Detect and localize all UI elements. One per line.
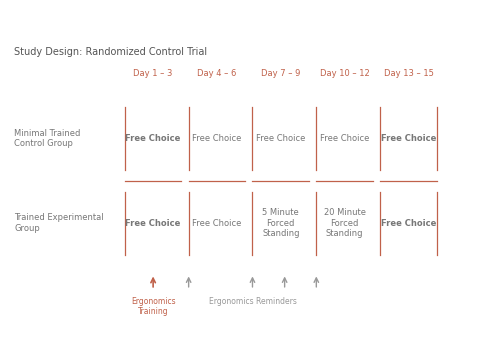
Text: Day 10 – 12: Day 10 – 12 xyxy=(320,69,370,78)
Text: 5 Minute
Forced
Standing: 5 Minute Forced Standing xyxy=(262,208,300,238)
Text: Study Design: Randomized Control Trial: Study Design: Randomized Control Trial xyxy=(14,47,207,57)
Text: Minimal Trained
Control Group: Minimal Trained Control Group xyxy=(14,129,81,148)
Text: Trained Experimental
Group: Trained Experimental Group xyxy=(14,213,104,233)
Text: Ergonomics Reminders: Ergonomics Reminders xyxy=(208,297,297,306)
Text: Free Choice: Free Choice xyxy=(256,134,305,143)
Text: Day 7 – 9: Day 7 – 9 xyxy=(261,69,300,78)
Text: 20 Minute
Forced
Standing: 20 Minute Forced Standing xyxy=(324,208,366,238)
Text: Day 1 – 3: Day 1 – 3 xyxy=(133,69,173,78)
Text: Free Choice: Free Choice xyxy=(192,134,241,143)
Text: Free Choice: Free Choice xyxy=(381,219,436,228)
Text: Free Choice: Free Choice xyxy=(125,134,181,143)
Text: Ergonomics
Training: Ergonomics Training xyxy=(131,297,175,316)
Text: Day 13 – 15: Day 13 – 15 xyxy=(384,69,433,78)
Text: Free Choice: Free Choice xyxy=(125,219,181,228)
Text: Free Choice: Free Choice xyxy=(381,134,436,143)
Text: Day 4 – 6: Day 4 – 6 xyxy=(197,69,237,78)
Text: Free Choice: Free Choice xyxy=(192,219,241,228)
Text: Free Choice: Free Choice xyxy=(320,134,369,143)
